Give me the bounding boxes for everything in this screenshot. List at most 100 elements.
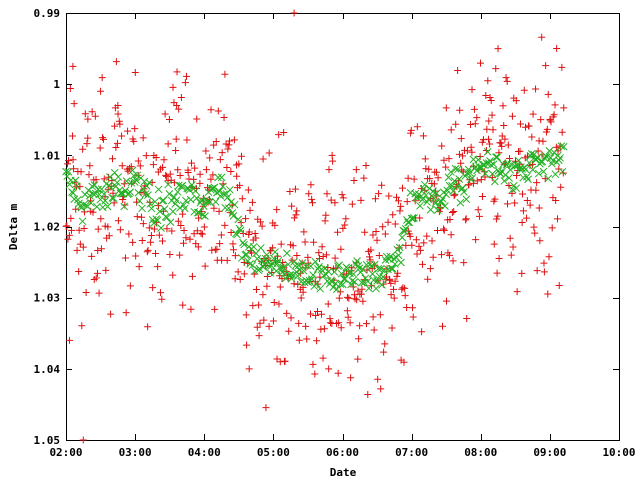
binned-point xyxy=(558,167,567,176)
binned-point xyxy=(298,259,307,267)
raw-point xyxy=(244,186,252,194)
binned-point xyxy=(279,263,288,272)
binned-point xyxy=(285,271,294,280)
raw-point xyxy=(532,85,540,93)
raw-point xyxy=(362,161,370,169)
raw-point xyxy=(397,202,405,210)
raw-point xyxy=(529,110,537,118)
binned-point xyxy=(98,203,107,212)
raw-point xyxy=(125,164,133,172)
raw-point xyxy=(118,132,126,140)
raw-point xyxy=(526,201,534,209)
binned-point xyxy=(72,182,81,191)
raw-point xyxy=(207,175,215,183)
binned-point xyxy=(169,207,177,216)
raw-point xyxy=(154,202,162,210)
raw-point xyxy=(88,252,96,260)
raw-point xyxy=(124,127,132,135)
raw-point xyxy=(135,263,143,271)
raw-point xyxy=(416,246,424,254)
raw-point xyxy=(450,192,458,200)
raw-point xyxy=(262,404,270,412)
raw-point xyxy=(449,257,457,265)
raw-point xyxy=(345,294,353,302)
raw-point xyxy=(142,152,150,160)
raw-point xyxy=(160,156,168,164)
raw-point xyxy=(428,237,436,245)
raw-point xyxy=(143,248,151,256)
raw-point xyxy=(187,159,195,167)
raw-point xyxy=(426,265,434,273)
raw-point xyxy=(416,214,424,222)
raw-point xyxy=(79,243,87,251)
raw-point xyxy=(463,147,471,155)
raw-point xyxy=(79,436,87,444)
y-tick-label: 1.02 xyxy=(34,221,61,234)
raw-point xyxy=(161,110,169,118)
binned-point xyxy=(226,185,234,194)
raw-point xyxy=(236,275,244,283)
raw-point xyxy=(457,135,465,143)
binned-point xyxy=(387,264,396,273)
raw-point xyxy=(540,268,548,276)
y-tick-label: 1.05 xyxy=(34,434,61,447)
binned-point xyxy=(450,177,459,185)
raw-point xyxy=(400,358,408,366)
binned-point xyxy=(324,267,333,276)
binned-point xyxy=(441,202,449,210)
binned-point xyxy=(265,262,273,270)
raw-point xyxy=(169,83,177,91)
raw-point xyxy=(299,288,307,296)
binned-point xyxy=(490,177,499,186)
raw-point xyxy=(498,142,506,150)
raw-point xyxy=(467,143,475,151)
raw-point xyxy=(136,162,144,170)
binned-point xyxy=(482,159,491,167)
raw-point xyxy=(347,374,355,382)
binned-point xyxy=(271,248,279,256)
raw-point xyxy=(260,316,268,324)
raw-point xyxy=(355,335,363,343)
raw-point xyxy=(555,282,563,290)
raw-point xyxy=(320,325,328,333)
raw-point xyxy=(520,86,528,94)
raw-point xyxy=(488,111,496,119)
raw-point xyxy=(552,143,560,151)
raw-point xyxy=(495,255,503,263)
raw-point xyxy=(157,289,165,297)
binned-point xyxy=(388,264,397,273)
binned-point xyxy=(107,183,115,192)
raw-point xyxy=(147,232,155,240)
raw-point xyxy=(360,174,368,182)
raw-point xyxy=(490,240,498,248)
binned-point xyxy=(534,169,543,178)
raw-point xyxy=(97,87,105,95)
raw-point xyxy=(437,251,445,259)
binned-point xyxy=(416,201,424,210)
raw-point xyxy=(338,191,346,199)
raw-point xyxy=(196,179,204,187)
raw-point xyxy=(353,296,361,304)
raw-point xyxy=(403,303,411,311)
raw-point xyxy=(381,340,389,348)
raw-point xyxy=(162,171,170,179)
binned-point xyxy=(166,218,175,227)
binned-point xyxy=(150,219,158,227)
raw-point xyxy=(75,226,83,234)
x-tick-label: 04:00 xyxy=(188,446,221,459)
binned-point xyxy=(357,278,366,287)
raw-point xyxy=(215,207,223,215)
binned-point xyxy=(233,230,241,239)
raw-point xyxy=(385,192,393,200)
raw-point xyxy=(77,168,85,176)
raw-point xyxy=(491,195,499,203)
binned-point xyxy=(557,142,566,151)
raw-point xyxy=(342,215,350,223)
raw-point xyxy=(372,228,380,236)
raw-point xyxy=(84,134,92,142)
raw-point xyxy=(201,262,209,270)
raw-point xyxy=(370,326,378,334)
raw-point xyxy=(326,319,334,327)
binned-point xyxy=(203,197,212,206)
raw-point xyxy=(325,166,333,174)
